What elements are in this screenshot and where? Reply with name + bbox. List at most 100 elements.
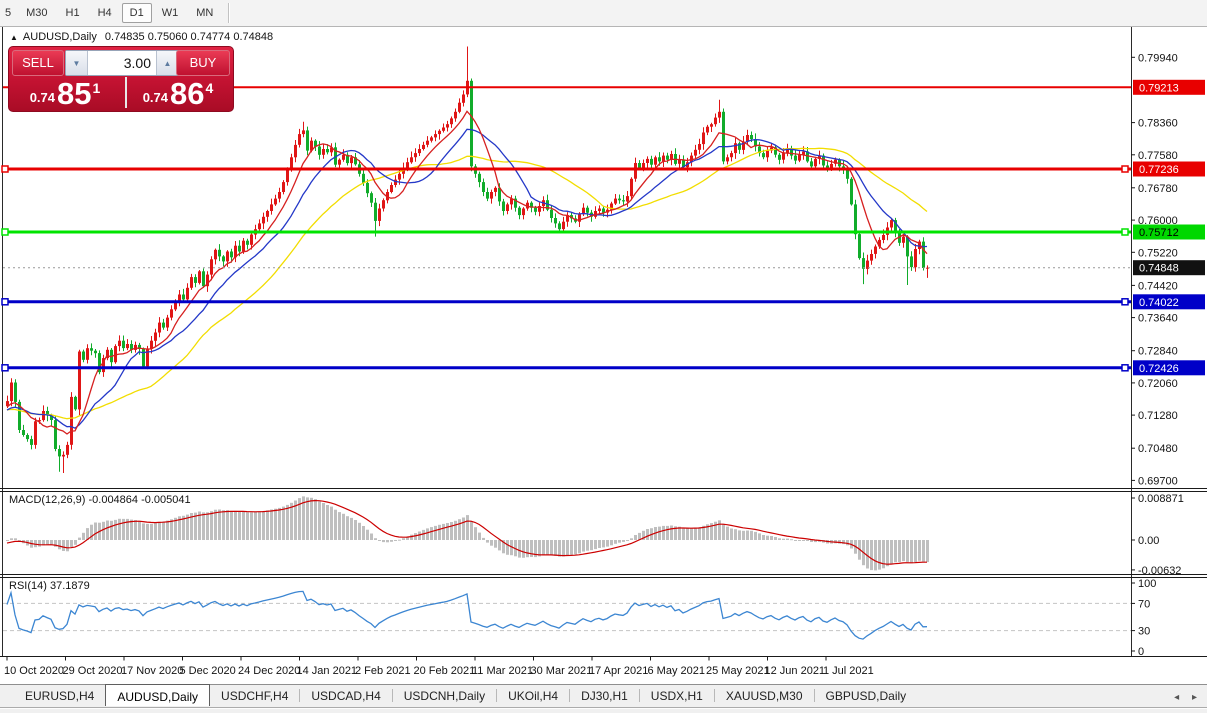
ma-34 (6, 147, 928, 420)
symbol-marker-icon: ▲ (10, 33, 18, 42)
rsi-tick: 100 (1138, 578, 1156, 590)
rsi-line (6, 590, 928, 640)
axis-badge-text: 0.74848 (1139, 263, 1179, 275)
axis-badge-text: 0.79213 (1139, 82, 1179, 94)
sell-price-big: 85 (57, 76, 92, 111)
axis-badge-text: 0.75712 (1139, 227, 1179, 239)
volume-stepper: ▼ ▲ (65, 50, 179, 76)
tab-ukoil-h4[interactable]: UKOil,H4 (508, 689, 559, 703)
axis-badges: 0.79213 0.77236 0.75712 0.74848 0.74022 0.724… (1133, 79, 1205, 376)
axis-badge (1133, 260, 1205, 276)
volume-decrease-icon[interactable]: ▼ (66, 51, 88, 75)
timeframe-toolbar: 5 M30 H1 H4 D1 W1 MN (0, 0, 1207, 27)
price-tick: 0.74420 (1138, 280, 1178, 292)
axis-badge-text: 0.77236 (1139, 164, 1179, 176)
price-tick: 0.76000 (1138, 215, 1178, 227)
chart-tabs: EURUSD,H4 AUDUSD,Daily USDCHF,H4 USDCAD,H4 U… (14, 684, 917, 706)
price-tick: 0.76780 (1138, 183, 1178, 195)
price-tick: 0.78360 (1138, 118, 1178, 130)
macd-tick: 0.00 (1138, 535, 1159, 547)
axis-badge-text: 0.74022 (1139, 297, 1179, 309)
hline-handle-right[interactable] (1121, 364, 1129, 372)
macd-tick: 0.008871 (1138, 493, 1184, 505)
rsi-tick: 70 (1138, 598, 1150, 610)
rsi-name: RSI(14) (9, 580, 47, 592)
tab-scroll-left-icon[interactable]: ◂ (1174, 692, 1180, 703)
sell-price-prefix: 0.74 (29, 90, 56, 105)
tab-xauusd-m30[interactable]: XAUUSD,M30 (725, 689, 803, 703)
timeframe-buttons: 5 M30 H1 H4 D1 W1 MN (0, 3, 222, 23)
tab-separator (299, 689, 301, 702)
date-tick: 25 May 2021 (706, 665, 770, 677)
hline-handle-left[interactable] (1, 165, 9, 173)
tab-usdchf-h4[interactable]: USDCHF,H4 (221, 689, 289, 703)
chart-ohlc: 0.74835 0.75060 0.74774 0.74848 (104, 31, 274, 43)
buy-button[interactable]: BUY (176, 50, 230, 76)
sell-price-button[interactable]: 0.74 85 1 (15, 76, 115, 111)
price-tick: 0.79940 (1138, 52, 1178, 64)
date-tick: 14 Jan 2021 (297, 665, 358, 677)
axis-badge (1133, 161, 1205, 177)
date-tick: 30 Mar 2021 (531, 665, 593, 677)
price-tick: 0.70480 (1138, 443, 1178, 455)
macd-signal-line (6, 499, 927, 565)
buy-price-big: 86 (170, 76, 205, 111)
hline-handle-right[interactable] (1121, 228, 1129, 236)
tabbar-groove (0, 707, 1207, 709)
date-tick: 17 Nov 2020 (121, 665, 183, 677)
horizontal-lines[interactable] (1, 86, 1131, 372)
volume-increase-icon[interactable]: ▲ (156, 51, 178, 75)
tab-separator (496, 689, 498, 702)
macd-values: -0.004864 -0.005041 (88, 494, 191, 506)
date-tick: 1 Jul 2021 (823, 665, 874, 677)
price-tick: 0.71280 (1138, 410, 1178, 422)
timeframe-button-MN[interactable]: MN (196, 7, 214, 19)
buy-price-sup: 4 (205, 80, 214, 96)
hline-handle-left[interactable] (1, 228, 9, 236)
volume-input[interactable] (88, 51, 156, 75)
ma-16 (6, 128, 928, 429)
axis-badge-text: 0.72426 (1139, 363, 1179, 375)
date-tick: 20 Feb 2021 (414, 665, 476, 677)
tab-dj30-h1[interactable]: DJ30,H1 (581, 689, 628, 703)
timeframe-button-5[interactable]: 5 (5, 7, 12, 19)
chart-tab-bar: EURUSD,H4 AUDUSD,Daily USDCHF,H4 USDCAD,H4 U… (0, 684, 1207, 713)
tab-gbpusd-daily[interactable]: GBPUSD,Daily (825, 689, 907, 703)
tab-usdx-h1[interactable]: USDX,H1 (650, 689, 703, 703)
toolbar-divider (228, 3, 231, 23)
tab-scroll-arrows: ◂ ▸ (1164, 692, 1197, 703)
hline-handle-right[interactable] (1121, 165, 1129, 173)
chart-title: ▲ AUDUSD,Daily 0.74835 0.75060 0.74774 0.7… (10, 31, 273, 43)
hline-handle-left[interactable] (1, 298, 9, 306)
chart-symbol: AUDUSD,Daily (22, 31, 97, 43)
tab-separator (569, 689, 571, 702)
buy-price-button[interactable]: 0.74 86 4 (125, 76, 229, 111)
date-tick: 11 Mar 2021 (472, 665, 533, 677)
tab-separator (391, 689, 393, 702)
hline-handle-right[interactable] (1121, 298, 1129, 306)
hline-handle-left[interactable] (1, 364, 9, 372)
axis-badge (1133, 79, 1205, 95)
timeframe-button-H4[interactable]: H4 (97, 7, 112, 19)
tab-audusd-daily[interactable]: AUDUSD,Daily (105, 684, 211, 706)
price-tick: 0.75220 (1138, 247, 1178, 259)
tab-scroll-right-icon[interactable]: ▸ (1191, 692, 1197, 703)
sell-price-sup: 1 (92, 80, 101, 96)
tab-usdcad-h4[interactable]: USDCAD,H4 (311, 689, 381, 703)
timeframe-button-W1[interactable]: W1 (161, 7, 179, 19)
tab-separator (813, 689, 815, 702)
price-tick: 0.73640 (1138, 313, 1178, 325)
sell-button[interactable]: SELL (12, 50, 64, 76)
rsi-panel: 100 70 30 0 (3, 578, 1156, 658)
tab-eurusd-h4[interactable]: EURUSD,H4 (25, 689, 95, 703)
tab-usdcnh-daily[interactable]: USDCNH,Daily (403, 689, 486, 703)
timeframe-button-M30[interactable]: M30 (26, 7, 48, 19)
timeframe-button-H1[interactable]: H1 (65, 7, 80, 19)
axis-badge (1133, 224, 1205, 240)
date-tick: 6 May 2021 (648, 665, 705, 677)
price-tick: 0.77580 (1138, 150, 1178, 162)
timeframe-button-D1[interactable]: D1 (121, 3, 152, 23)
macd-indicator-label: MACD(12,26,9) -0.004864 -0.005041 (9, 494, 191, 506)
